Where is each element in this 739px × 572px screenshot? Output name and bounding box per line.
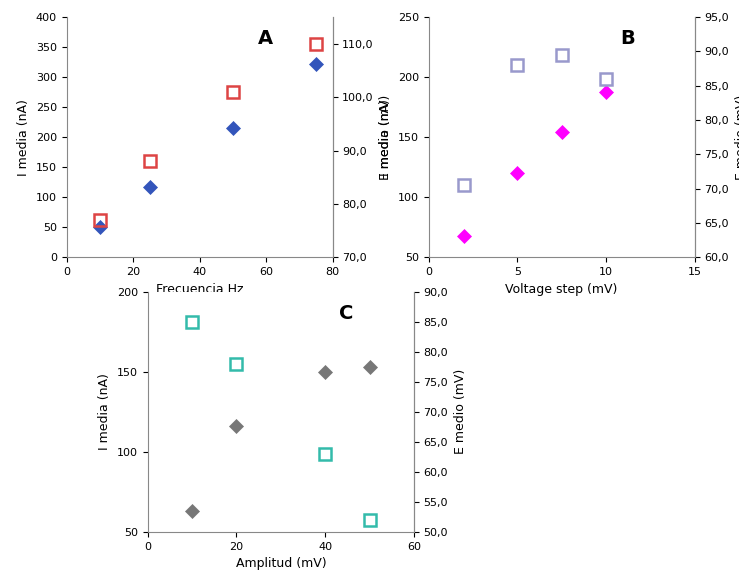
X-axis label: Amplitud (mV): Amplitud (mV) xyxy=(236,557,326,570)
Text: C: C xyxy=(339,304,354,323)
X-axis label: Voltage step (mV): Voltage step (mV) xyxy=(505,283,618,296)
Text: A: A xyxy=(258,29,273,48)
Y-axis label: I media (nA): I media (nA) xyxy=(17,99,30,176)
Y-axis label: I media (nA): I media (nA) xyxy=(379,99,392,176)
X-axis label: Frecuencia Hz: Frecuencia Hz xyxy=(156,283,243,296)
Y-axis label: E medio (mV): E medio (mV) xyxy=(454,369,467,455)
Y-axis label: E medio (mV): E medio (mV) xyxy=(379,94,392,180)
Text: B: B xyxy=(620,29,635,48)
Y-axis label: E medio (mV): E medio (mV) xyxy=(735,94,739,180)
Y-axis label: I media (nA): I media (nA) xyxy=(98,374,112,450)
